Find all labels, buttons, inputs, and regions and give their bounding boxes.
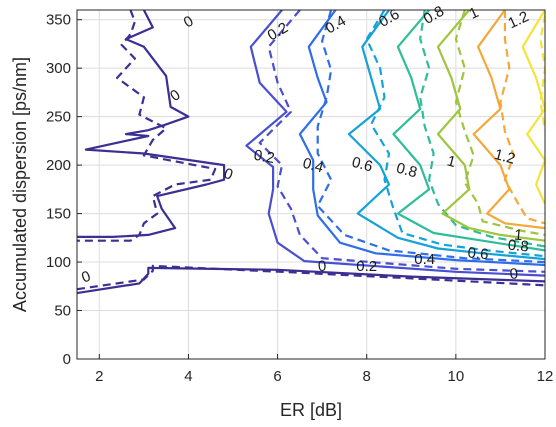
contour-label: 0.2 — [252, 147, 275, 167]
contour-label: 0.2 — [356, 258, 377, 275]
y-tick-labels: 0 50 100 150 200 250 300 350 — [46, 12, 82, 368]
grid — [77, 10, 546, 360]
contour-line-0-solid — [77, 266, 545, 295]
y-tick-label: 300 — [46, 60, 71, 77]
x-tick-label: 6 — [273, 368, 281, 385]
contour-label: 0.4 — [414, 251, 435, 268]
contour-label: 0.4 — [301, 155, 326, 177]
contour-line-0-2-dashed — [258, 10, 545, 273]
contour-line-1-4-dashed — [539, 14, 545, 132]
contour-label: 1 — [513, 227, 523, 245]
contour-label: 0 — [317, 258, 327, 276]
x-tick-label: 12 — [537, 368, 554, 385]
contour-line-1-4-solid — [521, 10, 545, 205]
contour-label: 0.4 — [322, 12, 349, 37]
contour-label: 0 — [181, 13, 197, 32]
y-axis-label: Accumulated dispersion [ps/nm] — [10, 57, 30, 312]
contour-line-1-solid — [436, 10, 545, 242]
y-tick-label: 150 — [46, 206, 71, 223]
contour-line-0-2-solid — [245, 10, 545, 277]
contour-line-0-6-solid — [347, 10, 545, 261]
contour-label: 1.2 — [492, 146, 517, 168]
x-tick-labels: 2 4 6 8 10 12 — [95, 354, 553, 385]
contour-label: 0.2 — [265, 19, 292, 44]
x-tick-label: 8 — [363, 368, 371, 385]
contour-label: 1.2 — [505, 8, 531, 32]
y-tick-label: 350 — [46, 12, 71, 29]
contour-line-1-2-dashed — [499, 10, 545, 225]
contour-label: 0.6 — [467, 244, 489, 263]
contour-line-1-dashed — [454, 10, 545, 236]
contour-line-0-4-dashed — [316, 10, 545, 264]
x-tick-label: 2 — [95, 368, 103, 385]
contour-line-0-solid — [77, 10, 226, 238]
plot-area — [77, 10, 545, 295]
contour-label: 0.8 — [394, 160, 419, 182]
contour-line-0-8-solid — [392, 10, 545, 252]
x-tick-label: 10 — [448, 368, 465, 385]
y-tick-label: 100 — [46, 254, 71, 271]
contour-label: 0.6 — [376, 6, 403, 31]
contour-line-1-2-solid — [472, 10, 545, 230]
contour-line-0-8-dashed — [419, 10, 545, 248]
contour-line-0-dashed — [77, 10, 217, 242]
contour-label: 0.6 — [350, 154, 375, 176]
contour-line-0-6-dashed — [365, 10, 545, 258]
contour-label: 0.8 — [507, 237, 529, 256]
y-tick-label: 250 — [46, 109, 71, 126]
contour-line-0-dashed — [77, 264, 545, 291]
contour-label: 0 — [79, 268, 93, 287]
x-axis-label: ER [dB] — [280, 400, 342, 420]
contour-label: 0 — [509, 265, 519, 283]
y-tick-label: 50 — [54, 303, 71, 320]
x-tick-label: 4 — [184, 368, 192, 385]
contour-label: 0.8 — [421, 3, 448, 28]
y-tick-label: 0 — [63, 351, 71, 368]
axes-frame — [76, 9, 546, 360]
contour-line-0-4-solid — [298, 10, 545, 267]
y-tick-label: 200 — [46, 157, 71, 174]
